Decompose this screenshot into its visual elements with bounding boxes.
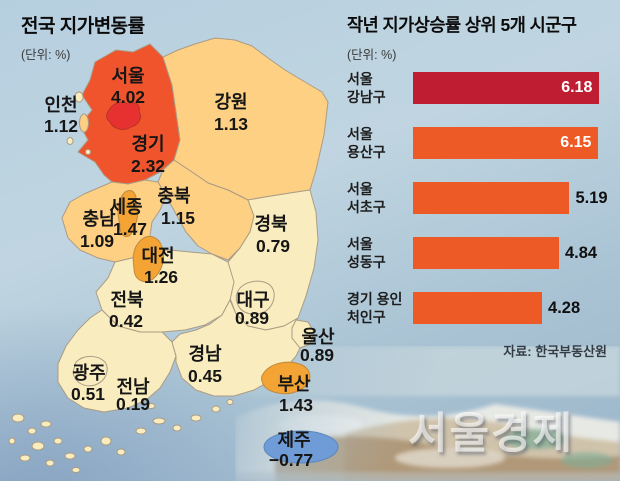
southern-islands bbox=[8, 399, 234, 473]
bar-value: 4.84 bbox=[564, 243, 598, 262]
bar-category-label: 서울 서초구 bbox=[347, 180, 386, 215]
region-label-jeju: 제주 bbox=[277, 430, 310, 450]
landscape-art bbox=[235, 346, 620, 481]
left-panel-title: 전국 지가변동률 bbox=[21, 16, 145, 37]
incheon-island bbox=[66, 137, 74, 145]
map-region-jeonnam bbox=[57, 309, 177, 413]
region-label-busan: 부산 bbox=[277, 374, 311, 394]
bar bbox=[413, 237, 559, 269]
region-value-gwangju: 0.51 bbox=[71, 384, 105, 404]
region-label-seoul: 서울 bbox=[111, 66, 144, 86]
region-label-daegu: 대구 bbox=[236, 290, 269, 310]
region-label-ulsan: 울산 bbox=[301, 327, 335, 347]
bar: 6.15 bbox=[413, 127, 599, 159]
map-region-seoul bbox=[106, 101, 142, 130]
region-value-chungnam: 1.09 bbox=[80, 231, 114, 251]
bar-category-label: 서울 성동구 bbox=[347, 235, 386, 270]
map-region-sejong bbox=[117, 190, 139, 238]
map-region-daegu bbox=[235, 280, 275, 315]
bar-value: 6.15 bbox=[560, 134, 592, 151]
region-label-sejong: 세종 bbox=[109, 197, 142, 217]
map-region-busan bbox=[261, 361, 311, 395]
bar-category-label: 서울 용산구 bbox=[347, 125, 386, 160]
region-value-chungbuk: 1.15 bbox=[161, 208, 195, 228]
map-region-jeju bbox=[263, 430, 339, 464]
incheon-island bbox=[85, 149, 91, 155]
region-value-busan: 1.43 bbox=[279, 395, 313, 415]
region-label-chungnam: 충남 bbox=[82, 209, 116, 229]
region-value-jeonnam: 0.19 bbox=[116, 394, 150, 414]
incheon-island bbox=[74, 91, 84, 103]
region-label-chungbuk: 충북 bbox=[157, 186, 190, 206]
region-value-seoul: 4.02 bbox=[111, 87, 145, 107]
region-label-gangwon: 강원 bbox=[214, 92, 247, 112]
chart-unit: (단위: %) bbox=[347, 48, 397, 62]
bar-value: 6.18 bbox=[561, 79, 593, 96]
region-value-jeju: −0.77 bbox=[269, 450, 313, 470]
region-label-gyeonggi: 경기 bbox=[131, 134, 164, 154]
background-landscape-photo bbox=[235, 346, 620, 481]
map-region-ulsan bbox=[291, 319, 315, 349]
bar-row: 서울 강남구 6.18 bbox=[345, 70, 610, 105]
region-value-ulsan: 0.89 bbox=[300, 345, 334, 365]
bar-value: 5.19 bbox=[575, 188, 608, 207]
bar bbox=[413, 292, 543, 324]
map-region-daejeon bbox=[132, 236, 165, 282]
region-label-gyeongbuk: 경북 bbox=[254, 214, 287, 234]
map-region-gwangju bbox=[72, 355, 108, 387]
region-value-gyeongbuk: 0.79 bbox=[256, 236, 290, 256]
bar-category-label: 경기 용인 처인구 bbox=[347, 290, 403, 325]
region-value-jeonbuk: 0.42 bbox=[109, 311, 143, 331]
chart-title: 작년 지가상승률 상위 5개 시군구 bbox=[347, 15, 577, 35]
region-label-jeonbuk: 전북 bbox=[110, 290, 143, 310]
korea-map: 서울 4.02 인천 1.12 경기 2.32 강원 1.13 충북 1.15 … bbox=[8, 37, 339, 473]
bar bbox=[413, 182, 570, 214]
data-source-credit: 자료: 한국부동산원 bbox=[503, 344, 607, 359]
region-label-gwangju: 광주 bbox=[72, 363, 105, 383]
region-value-gyeongnam: 0.45 bbox=[188, 366, 222, 386]
bar: 6.18 bbox=[413, 72, 600, 104]
bar-category-label: 서울 강남구 bbox=[347, 70, 386, 105]
region-value-gyeonggi: 2.32 bbox=[131, 156, 165, 176]
region-label-incheon: 인천 bbox=[44, 95, 77, 115]
bar-row: 서울 용산구 6.15 bbox=[345, 125, 610, 160]
bar-row: 경기 용인 처인구 4.28 bbox=[345, 290, 610, 325]
region-label-daejeon: 대전 bbox=[141, 246, 174, 266]
region-value-incheon: 1.12 bbox=[44, 116, 78, 136]
region-value-daejeon: 1.26 bbox=[144, 267, 178, 287]
map-labels: 서울 4.02 인천 1.12 경기 2.32 강원 1.13 충북 1.15 … bbox=[44, 66, 335, 470]
bar-row: 서울 성동구 4.84 bbox=[345, 235, 610, 270]
region-label-jeonnam: 전남 bbox=[116, 377, 150, 397]
bar-row: 서울 서초구 5.19 bbox=[345, 180, 610, 215]
region-value-gangwon: 1.13 bbox=[214, 114, 248, 134]
left-panel-unit: (단위: %) bbox=[21, 48, 71, 62]
bar-value: 4.28 bbox=[548, 298, 581, 317]
incheon-island bbox=[79, 113, 89, 133]
publisher-watermark: 서울경제 bbox=[408, 410, 575, 458]
region-value-daegu: 0.89 bbox=[235, 308, 269, 328]
region-value-sejong: 1.47 bbox=[113, 219, 147, 239]
region-label-gyeongnam: 경남 bbox=[188, 344, 222, 364]
